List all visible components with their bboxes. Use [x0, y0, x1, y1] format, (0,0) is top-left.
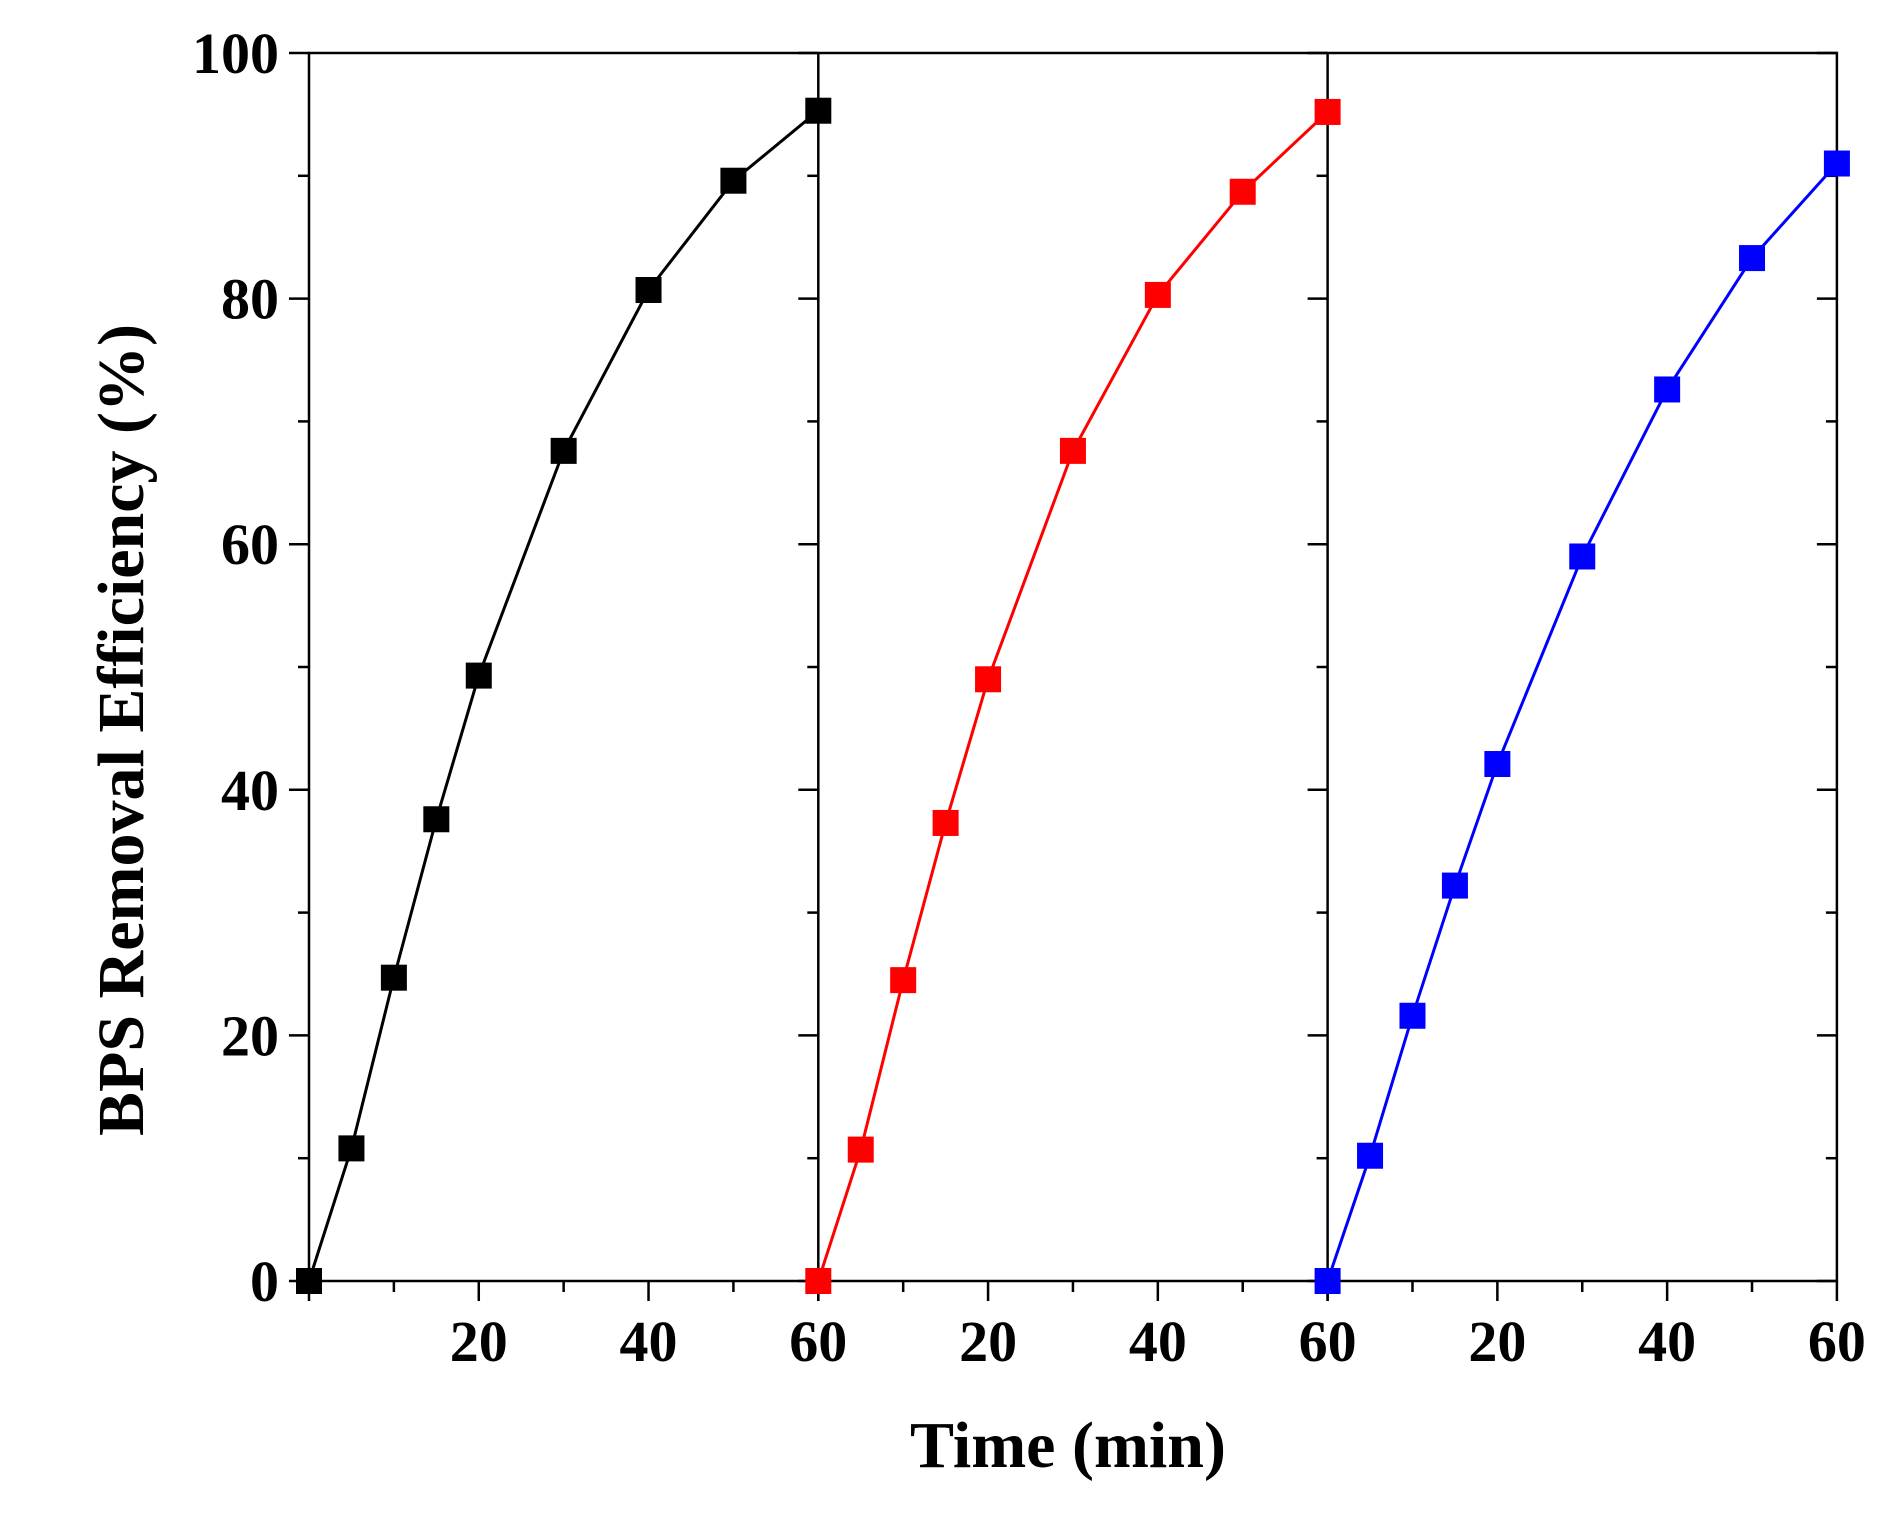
data-point-marker: [805, 97, 832, 124]
data-point-marker: [423, 806, 450, 833]
x-tick-label: 60: [789, 1309, 847, 1374]
data-point-marker: [975, 666, 1002, 693]
data-point-marker: [1059, 437, 1086, 464]
plot-frame: [307, 51, 1839, 1283]
tick-labels: 0 20 40 60 80 100 20 40 60 20 40 60 20 40 60: [192, 21, 1866, 1374]
data-point-marker: [1569, 543, 1596, 570]
data-point-marker: [338, 1135, 365, 1162]
data-point-marker: [1229, 178, 1256, 205]
data-series: [296, 97, 1850, 1294]
x-tick-label: 20: [959, 1309, 1017, 1374]
axis-ticks: [289, 51, 1839, 1301]
series-line: [1326, 162, 1839, 1282]
y-tick-label: 40: [221, 758, 279, 823]
data-point-marker: [550, 437, 577, 464]
x-tick-label: 40: [1129, 1309, 1187, 1374]
data-point-marker: [380, 964, 407, 991]
y-tick-label: 20: [221, 1003, 279, 1068]
series-cycle-2: [805, 98, 1341, 1294]
data-point-marker: [890, 967, 917, 994]
data-point-marker: [1144, 281, 1171, 308]
data-point-marker: [1314, 1268, 1341, 1294]
data-point-marker: [296, 1268, 322, 1294]
y-tick-label: 60: [221, 512, 279, 577]
data-point-marker: [1484, 751, 1511, 778]
x-tick-label: 40: [620, 1309, 678, 1374]
data-point-marker: [847, 1136, 874, 1163]
y-tick-label: 100: [192, 21, 279, 86]
y-tick-label: 0: [250, 1249, 279, 1314]
data-point-marker: [1399, 1002, 1426, 1029]
y-tick-label: 80: [221, 267, 279, 332]
data-point-marker: [1823, 150, 1850, 177]
series-cycle-1: [296, 97, 832, 1294]
x-tick-label: 20: [1468, 1309, 1526, 1374]
data-point-marker: [1739, 245, 1766, 272]
series-line: [307, 109, 820, 1282]
y-axis-title: BPS Removal Efficiency (%): [85, 324, 158, 1136]
data-point-marker: [1357, 1142, 1384, 1169]
data-point-marker: [465, 662, 492, 689]
data-point-marker: [635, 277, 662, 304]
axes-frame: [307, 51, 1839, 1283]
data-point-marker: [932, 809, 959, 836]
data-point-marker: [1441, 872, 1468, 899]
x-tick-label: 60: [1299, 1309, 1357, 1374]
data-point-marker: [805, 1268, 832, 1294]
x-tick-label: 20: [450, 1309, 508, 1374]
x-tick-label: 60: [1808, 1309, 1866, 1374]
data-point-marker: [1654, 376, 1681, 403]
data-point-marker: [1314, 98, 1341, 125]
x-tick-label: 40: [1638, 1309, 1696, 1374]
series-line: [816, 110, 1329, 1282]
x-axis-title: Time (min): [910, 1409, 1226, 1482]
series-cycle-3: [1314, 150, 1850, 1294]
data-point-marker: [720, 167, 747, 194]
